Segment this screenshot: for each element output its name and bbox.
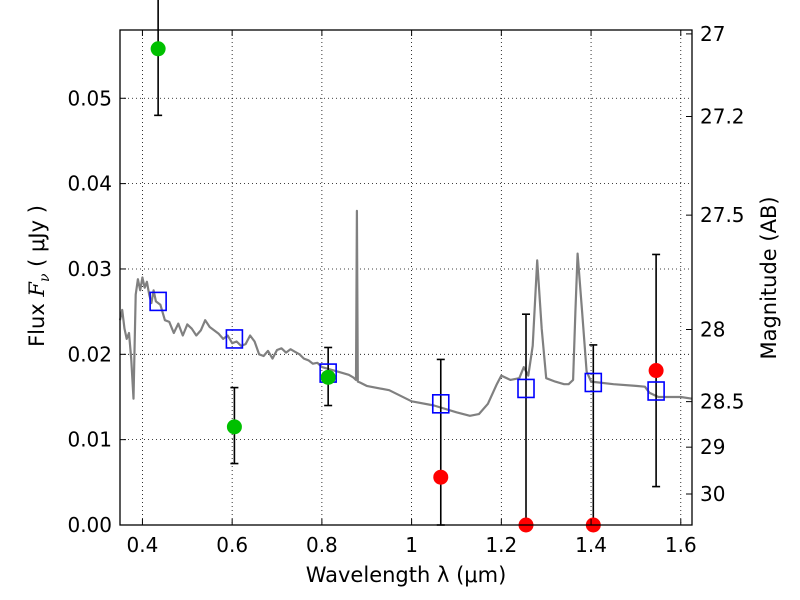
observed-point-red xyxy=(433,469,449,485)
mag-tick-label: 30 xyxy=(700,482,725,506)
model-flux-box xyxy=(149,291,167,312)
x-tick-label: 0.6 xyxy=(216,533,248,557)
y-axis-label-right: Magnitude (AB) xyxy=(757,196,781,359)
observed-point-red xyxy=(648,363,664,379)
y-label-prefix: Flux xyxy=(25,297,49,347)
y-tick-label: 0.04 xyxy=(67,172,112,196)
mag-tick-label: 29 xyxy=(700,435,725,459)
markers-group xyxy=(149,0,665,533)
observed-point-green xyxy=(320,369,336,385)
x-tick-label: 0.4 xyxy=(127,533,159,557)
model-flux-box xyxy=(584,372,603,393)
mag-tick-label: 27.2 xyxy=(700,105,745,129)
x-tick-label: 1.2 xyxy=(485,533,517,557)
model-flux-box xyxy=(225,329,244,349)
mag-tick-label: 27 xyxy=(700,22,725,46)
x-tick-label: 1.6 xyxy=(665,533,697,557)
y-tick-label: 0.03 xyxy=(67,257,112,281)
x-tick-label: 1.4 xyxy=(575,533,607,557)
y-tick-label: 0.02 xyxy=(67,342,112,366)
x-tick-label: 0.8 xyxy=(306,533,338,557)
x-tick-label: 1 xyxy=(405,533,418,557)
x-axis-label: Wavelength λ (μm) xyxy=(306,563,507,587)
mag-tick-label: 27.5 xyxy=(700,203,745,227)
plot-frame xyxy=(119,29,693,526)
model-flux-box xyxy=(431,394,450,414)
y-axis-label-left: Flux Fν ( μJy ) xyxy=(25,205,53,347)
ticks-group: 0.4 0.6 0.8 1 1.2 1.4 1.6 0.00 0.01 0.02 0.03 0.04 0… xyxy=(67,22,744,557)
template-sed-group xyxy=(118,209,693,417)
template-sed-line xyxy=(118,209,693,417)
model-flux-box xyxy=(647,381,665,401)
model-flux-box xyxy=(517,378,535,399)
y-tick-label: 0.00 xyxy=(67,513,112,537)
y-tick-label: 0.01 xyxy=(67,428,112,452)
y-label-unit: ( μJy ) xyxy=(25,205,49,273)
observed-point-green xyxy=(226,419,242,435)
mag-tick-label: 28 xyxy=(700,317,725,341)
y-tick-label: 0.05 xyxy=(67,86,112,110)
observed-point-green xyxy=(150,41,166,57)
y-label-symbol: F xyxy=(25,281,49,298)
y-label-subscript: ν xyxy=(37,273,53,282)
mag-tick-label: 28.5 xyxy=(700,390,745,414)
